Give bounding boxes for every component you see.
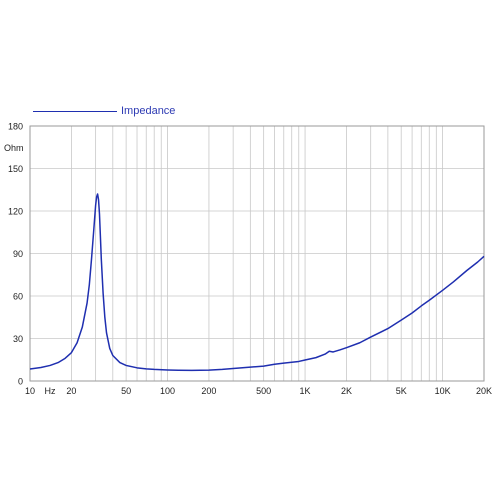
y-tick-label: 180 <box>8 122 23 132</box>
x-tick-label: 5K <box>396 386 407 396</box>
x-tick-label: 500 <box>256 386 271 396</box>
x-tick-label: 10 <box>25 386 35 396</box>
legend-label-impedance: Impedance <box>121 105 176 117</box>
y-tick-label: 30 <box>13 334 23 344</box>
y-axis-unit-label: Ohm <box>4 143 24 153</box>
legend-line-swatch <box>33 110 117 112</box>
plot-frame <box>29 125 485 382</box>
x-tick-label: 200 <box>201 386 216 396</box>
y-tick-label: 60 <box>13 292 23 302</box>
x-tick-label: 20K <box>476 386 492 396</box>
x-tick-label: 2K <box>341 386 352 396</box>
x-tick-label: 100 <box>160 386 175 396</box>
x-tick-label: 20 <box>66 386 76 396</box>
x-tick-label: 50 <box>121 386 131 396</box>
y-tick-label: 150 <box>8 164 23 174</box>
x-tick-label: 10K <box>435 386 451 396</box>
x-tick-label: 1K <box>300 386 311 396</box>
x-axis-unit-label: Hz <box>45 386 56 396</box>
y-tick-label: 90 <box>13 249 23 259</box>
series-line-impedance <box>29 193 485 372</box>
y-tick-label: 120 <box>8 207 23 217</box>
legend: Impedance <box>33 102 175 120</box>
y-tick-label: 0 <box>18 377 23 387</box>
